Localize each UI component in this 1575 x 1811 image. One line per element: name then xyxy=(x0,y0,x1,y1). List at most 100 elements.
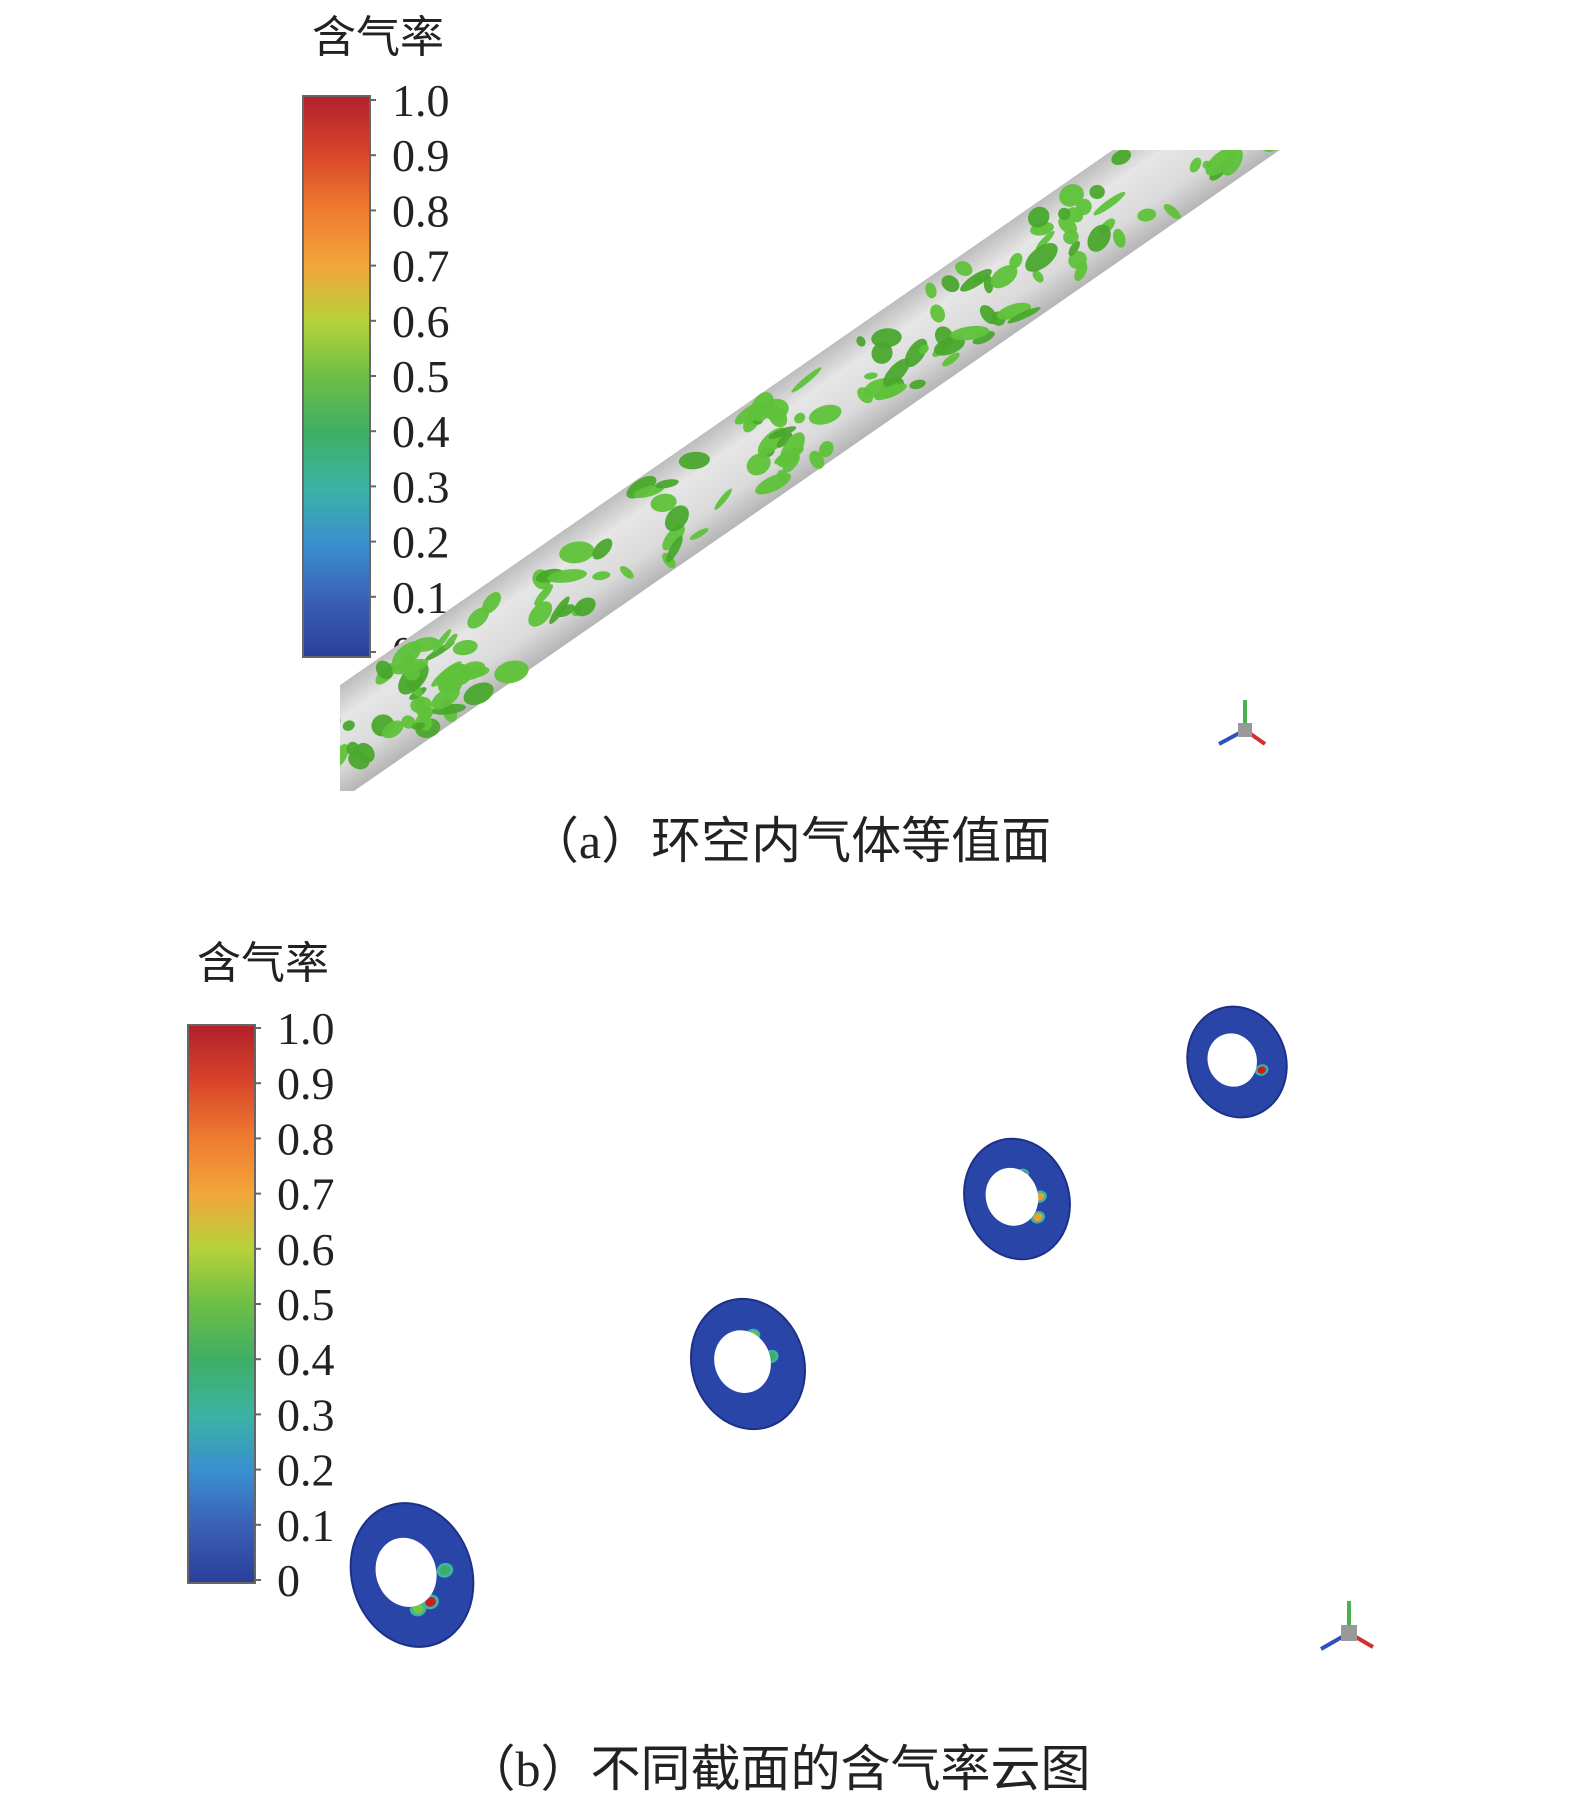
gas-blob xyxy=(1113,228,1126,248)
section-ring xyxy=(1186,1005,1288,1119)
gas-isosurface-blobs xyxy=(309,66,1301,770)
colorbar-tick-label: 1.0 xyxy=(392,75,450,126)
gas-blob xyxy=(1058,207,1071,220)
gas-blob xyxy=(1154,113,1179,139)
gas-blob xyxy=(556,604,575,618)
gas-blob xyxy=(678,451,710,470)
gas-blob xyxy=(452,640,478,656)
gas-blob xyxy=(444,633,458,649)
colorbar-title-a: 含气率 xyxy=(312,13,444,62)
gas-hotspot xyxy=(1033,1213,1043,1222)
gas-blob xyxy=(467,607,490,629)
gas-blob xyxy=(534,584,554,606)
gas-blob xyxy=(432,629,452,653)
gas-blob xyxy=(996,302,1032,320)
axis-triad-b xyxy=(1320,1601,1375,1651)
colorbar-tick-label: 0.6 xyxy=(277,1224,335,1275)
gas-blob xyxy=(1093,191,1126,216)
gas-blob xyxy=(1179,114,1214,147)
gas-blob xyxy=(1036,230,1055,250)
gas-blob xyxy=(768,426,797,439)
gas-blob xyxy=(633,484,665,498)
colorbar-tick-label: 0.5 xyxy=(392,351,450,402)
colorbar-tick-label: 0.3 xyxy=(392,461,450,512)
gas-blob xyxy=(1239,68,1257,82)
gas-hotspot xyxy=(439,1565,451,1576)
section-ring xyxy=(349,1502,475,1648)
colorbar-tick-label: 0.4 xyxy=(277,1334,335,1385)
gas-blob xyxy=(1244,89,1266,108)
gas-blob xyxy=(619,565,634,579)
gas-blob xyxy=(755,472,792,495)
gas-blob xyxy=(1198,128,1218,149)
gas-blob xyxy=(1237,112,1277,141)
gas-blob xyxy=(972,331,995,345)
gas-blob xyxy=(776,432,793,448)
gas-hotspot xyxy=(1257,1066,1267,1074)
gas-blob xyxy=(465,666,490,678)
colorbar-tick-label: 0.1 xyxy=(277,1500,335,1551)
gas-blob xyxy=(1059,184,1084,207)
gas-blob xyxy=(482,591,501,614)
gas-blob xyxy=(666,535,683,563)
gas-blob xyxy=(955,261,973,277)
gas-blob xyxy=(1063,229,1079,245)
section-inner-hole xyxy=(1207,1033,1257,1087)
gas-blob xyxy=(1205,150,1237,176)
gas-blob xyxy=(1007,307,1041,324)
gas-blob xyxy=(375,660,394,680)
gas-blob xyxy=(309,715,338,743)
gas-blob xyxy=(346,741,360,757)
panel-a: 含气率 1.00.90.80.70.60.50.40.30.20.10 （a）环… xyxy=(302,13,1301,869)
gas-blob xyxy=(415,696,425,707)
pipe-isosurface xyxy=(309,66,1301,791)
gas-blob xyxy=(1089,184,1105,200)
gas-blob xyxy=(871,342,893,364)
colorbar-tick-label: 0.3 xyxy=(277,1389,335,1440)
gas-blob xyxy=(1264,86,1301,120)
colorbar-tick-label: 0.9 xyxy=(392,130,450,181)
gas-blob xyxy=(1027,206,1050,228)
gas-blob xyxy=(1234,66,1267,100)
gas-blob xyxy=(746,401,761,428)
colorbar-tick-label: 0.2 xyxy=(277,1445,335,1496)
gas-blob xyxy=(883,358,910,387)
gas-blob xyxy=(494,660,529,684)
gas-blob xyxy=(1249,99,1264,114)
gas-blob xyxy=(382,720,404,739)
gas-blob xyxy=(762,398,789,421)
colorbar-tick-label: 0.6 xyxy=(392,296,450,347)
colorbar-title-b: 含气率 xyxy=(197,939,329,988)
gas-blob xyxy=(933,336,966,356)
gas-blob xyxy=(960,268,992,292)
gas-blob xyxy=(909,379,926,390)
caption-b: （b）不同截面的含气率云图 xyxy=(466,1741,1091,1797)
gas-blob xyxy=(431,686,460,710)
gas-blob xyxy=(340,744,349,769)
gas-blob xyxy=(1189,157,1202,173)
gas-blob xyxy=(1280,113,1293,123)
colorbar-tick-label: 0.8 xyxy=(392,185,450,236)
gas-blob xyxy=(714,488,733,510)
gas-blob xyxy=(746,453,771,476)
gas-blob xyxy=(990,265,1018,289)
panel-b: 含气率 1.00.90.80.70.60.50.40.30.20.10 （b）不… xyxy=(187,939,1375,1797)
gas-blob xyxy=(1087,224,1111,252)
gas-blob xyxy=(356,742,375,763)
gas-blob xyxy=(689,528,709,540)
gas-blob xyxy=(592,538,613,560)
gas-blob xyxy=(1111,150,1132,166)
gas-blob xyxy=(794,412,806,424)
gas-blob xyxy=(411,722,426,730)
gas-blob xyxy=(1163,204,1181,220)
gas-blob xyxy=(925,282,937,299)
gas-blob xyxy=(808,404,842,425)
gas-blob xyxy=(1025,242,1058,272)
gas-blob xyxy=(941,275,960,293)
colorbar-a xyxy=(302,95,371,658)
gas-blob xyxy=(1248,109,1274,134)
gas-blob xyxy=(650,493,677,513)
section-ring xyxy=(689,1297,807,1431)
colorbar-tick-label: 0.9 xyxy=(277,1058,335,1109)
